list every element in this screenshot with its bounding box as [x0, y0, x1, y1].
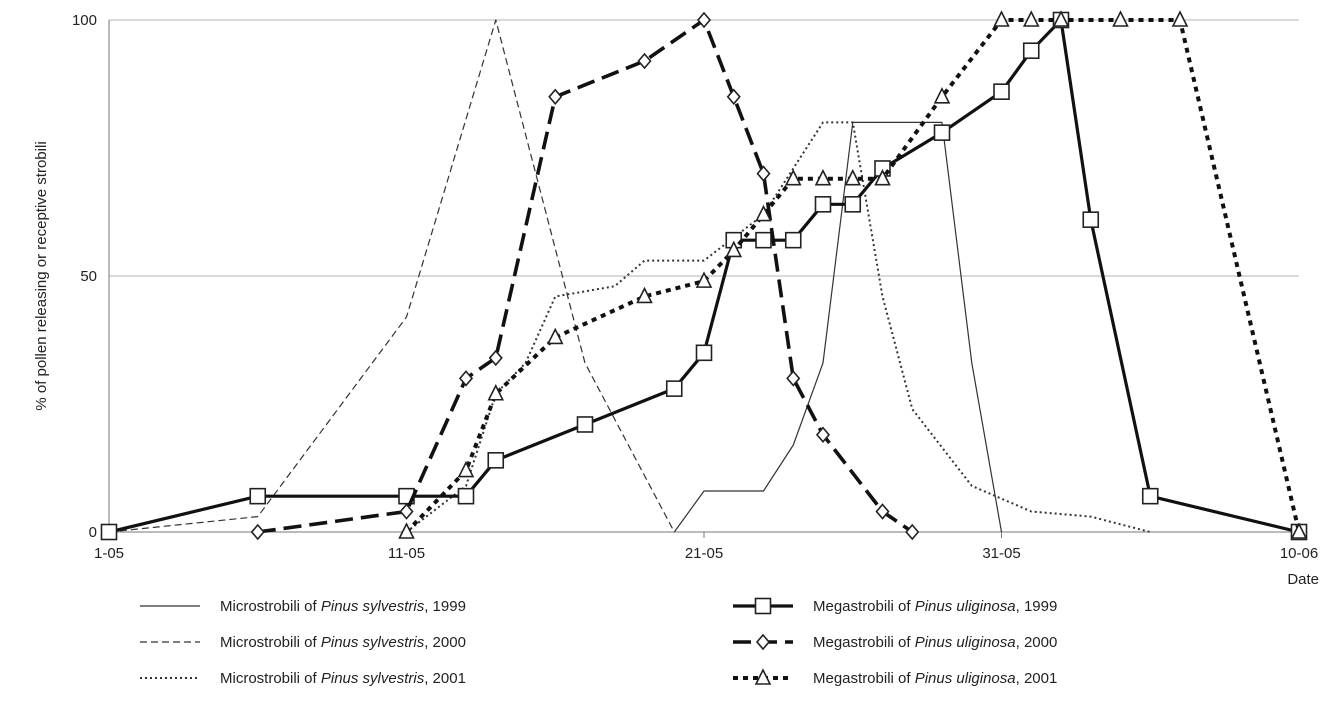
- data-point: [1290, 522, 1308, 539]
- data-point: [636, 286, 653, 304]
- legend-item: Megastrobili of Pinus uliginosa, 1999: [733, 597, 1057, 615]
- data-point: [488, 349, 503, 367]
- series-3: [405, 121, 1151, 533]
- data-point: [814, 168, 832, 186]
- data-point: [933, 124, 951, 141]
- data-point: [993, 10, 1010, 27]
- data-point: [875, 503, 890, 520]
- data-point: [726, 88, 741, 106]
- data-point: [844, 168, 862, 186]
- series-5: [250, 11, 920, 541]
- data-point: [637, 52, 652, 70]
- legend-label: Microstrobili of Pinus sylvestris, 1999: [220, 598, 466, 615]
- series-1: [673, 121, 1003, 533]
- data-point: [755, 204, 772, 222]
- data-point: [695, 271, 713, 288]
- data-point: [844, 196, 862, 213]
- data-point: [905, 523, 920, 541]
- series-6: [398, 10, 1308, 539]
- legend-label: Microstrobili of Pinus sylvestris, 2000: [220, 634, 466, 651]
- data-point: [815, 426, 831, 443]
- legend-marker-swatch: [755, 633, 771, 651]
- y-tick-label: 0: [89, 524, 97, 541]
- data-point: [458, 370, 474, 387]
- data-point: [1022, 10, 1040, 27]
- legend-label: Microstrobili of Pinus sylvestris, 2001: [220, 670, 466, 687]
- series-2: [108, 19, 675, 533]
- data-point: [249, 487, 267, 505]
- data-point: [1052, 10, 1070, 27]
- legend-item: Microstrobili of Pinus sylvestris, 1999: [140, 598, 466, 615]
- legend-item: Megastrobili of Pinus uliginosa, 2001: [733, 668, 1057, 687]
- data-point: [933, 87, 951, 104]
- data-point: [814, 196, 832, 213]
- data-point: [399, 503, 414, 520]
- data-point: [1022, 42, 1040, 60]
- legend-marker-swatch: [754, 668, 772, 685]
- data-point: [576, 416, 594, 433]
- x-tick-label: 10-06: [1280, 545, 1318, 562]
- data-point: [756, 165, 771, 182]
- x-tick-label: 21-05: [685, 545, 723, 562]
- legend-label: Megastrobili of Pinus uliginosa, 2000: [813, 634, 1057, 651]
- data-point: [548, 88, 563, 106]
- data-point: [457, 487, 475, 505]
- legend-marker-swatch: [754, 597, 772, 615]
- data-point: [1171, 10, 1189, 27]
- legend-item: Megastrobili of Pinus uliginosa, 2000: [733, 633, 1057, 651]
- data-point: [100, 523, 118, 541]
- legend-label: Megastrobili of Pinus uliginosa, 2001: [813, 670, 1057, 687]
- data-point: [546, 327, 564, 345]
- legend: Microstrobili of Pinus sylvestris, 1999 M…: [140, 597, 1057, 687]
- data-point: [784, 231, 802, 249]
- data-point: [1141, 487, 1159, 505]
- x-tick-label: 11-05: [388, 545, 425, 562]
- series-line: [673, 121, 1003, 533]
- data-point: [696, 11, 712, 29]
- axes: 0 50 100 1-05 11-05 21-05 31-05 10-06 Date % of p…: [33, 12, 1319, 588]
- data-point: [250, 523, 265, 541]
- data-point: [755, 231, 772, 249]
- data-point: [784, 168, 802, 186]
- data-point: [487, 452, 505, 469]
- plot-area: [100, 10, 1308, 541]
- series-line: [405, 121, 1151, 533]
- data-point: [725, 240, 743, 258]
- legend-label: Megastrobili of Pinus uliginosa, 1999: [813, 598, 1057, 615]
- y-axis-title: % of pollen releasing or receptive strob…: [33, 141, 50, 410]
- data-point: [874, 168, 891, 186]
- data-point: [1112, 10, 1129, 27]
- data-point: [695, 344, 713, 362]
- data-point: [993, 83, 1010, 100]
- y-tick-label: 100: [72, 12, 97, 29]
- y-tick-label: 50: [80, 268, 97, 285]
- series-line: [108, 19, 675, 533]
- legend-item: Microstrobili of Pinus sylvestris, 2000: [140, 634, 466, 651]
- x-tick-label: 31-05: [982, 545, 1020, 562]
- data-point: [1082, 211, 1100, 228]
- data-point: [786, 370, 801, 387]
- data-point: [398, 522, 415, 539]
- x-axis-title: Date: [1287, 571, 1319, 588]
- data-point: [457, 460, 475, 478]
- x-tick-label: 1-05: [94, 545, 124, 562]
- legend-item: Microstrobili of Pinus sylvestris, 2001: [140, 670, 466, 687]
- data-point: [487, 383, 505, 401]
- data-point: [665, 380, 683, 397]
